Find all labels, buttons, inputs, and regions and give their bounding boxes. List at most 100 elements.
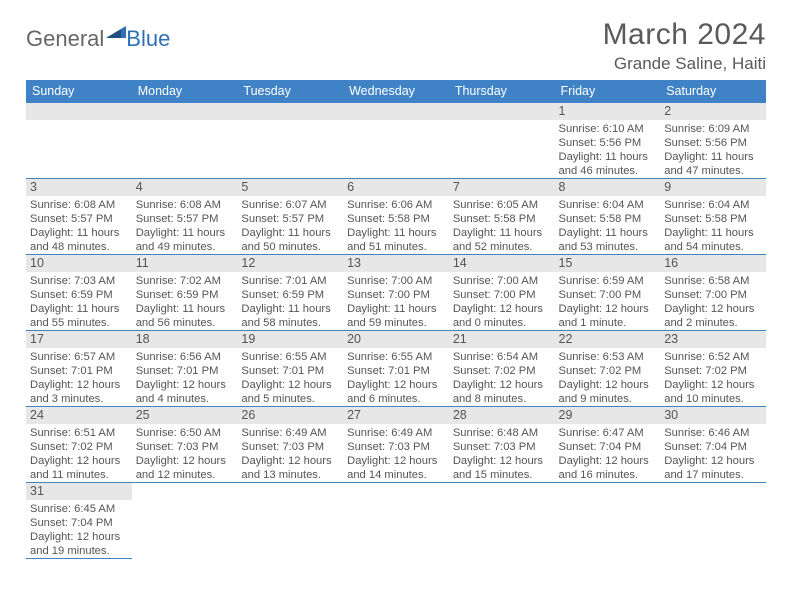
calendar-cell: 9Sunrise: 6:04 AMSunset: 5:58 PMDaylight… (660, 179, 766, 255)
day-number: 13 (343, 255, 449, 272)
day-header: Tuesday (237, 80, 343, 103)
sunrise-text: Sunrise: 6:10 AM (559, 122, 657, 136)
daylight-text: Daylight: 11 hours and 48 minutes. (30, 226, 128, 254)
sunrise-text: Sunrise: 6:49 AM (347, 426, 445, 440)
daylight-text: Daylight: 12 hours and 1 minute. (559, 302, 657, 330)
calendar-cell: 2Sunrise: 6:09 AMSunset: 5:56 PMDaylight… (660, 103, 766, 179)
calendar-cell: 4Sunrise: 6:08 AMSunset: 5:57 PMDaylight… (132, 179, 238, 255)
day-details: Sunrise: 6:07 AMSunset: 5:57 PMDaylight:… (237, 196, 343, 254)
sunrise-text: Sunrise: 7:00 AM (347, 274, 445, 288)
daylight-text: Daylight: 12 hours and 12 minutes. (136, 454, 234, 482)
calendar-cell: 6Sunrise: 6:06 AMSunset: 5:58 PMDaylight… (343, 179, 449, 255)
daylight-text: Daylight: 11 hours and 58 minutes. (241, 302, 339, 330)
calendar-cell: 11Sunrise: 7:02 AMSunset: 6:59 PMDayligh… (132, 255, 238, 331)
day-header-row: Sunday Monday Tuesday Wednesday Thursday… (26, 80, 766, 103)
sunset-text: Sunset: 7:00 PM (347, 288, 445, 302)
sunset-text: Sunset: 5:58 PM (347, 212, 445, 226)
daylight-text: Daylight: 12 hours and 0 minutes. (453, 302, 551, 330)
sunrise-text: Sunrise: 7:03 AM (30, 274, 128, 288)
month-title: March 2024 (603, 18, 766, 52)
daylight-text: Daylight: 11 hours and 53 minutes. (559, 226, 657, 254)
sunrise-text: Sunrise: 6:45 AM (30, 502, 128, 516)
sunset-text: Sunset: 5:57 PM (241, 212, 339, 226)
sunrise-text: Sunrise: 6:09 AM (664, 122, 762, 136)
calendar-cell: 21Sunrise: 6:54 AMSunset: 7:02 PMDayligh… (449, 331, 555, 407)
day-details: Sunrise: 6:08 AMSunset: 5:57 PMDaylight:… (26, 196, 132, 254)
day-details: Sunrise: 6:51 AMSunset: 7:02 PMDaylight:… (26, 424, 132, 482)
daylight-text: Daylight: 12 hours and 4 minutes. (136, 378, 234, 406)
calendar-cell: 3Sunrise: 6:08 AMSunset: 5:57 PMDaylight… (26, 179, 132, 255)
day-number: 1 (555, 103, 661, 120)
logo: General Blue (26, 18, 170, 52)
day-number: 30 (660, 407, 766, 424)
day-details: Sunrise: 6:05 AMSunset: 5:58 PMDaylight:… (449, 196, 555, 254)
day-details: Sunrise: 6:08 AMSunset: 5:57 PMDaylight:… (132, 196, 238, 254)
calendar-cell: 18Sunrise: 6:56 AMSunset: 7:01 PMDayligh… (132, 331, 238, 407)
day-details: Sunrise: 6:59 AMSunset: 7:00 PMDaylight:… (555, 272, 661, 330)
sunset-text: Sunset: 7:01 PM (241, 364, 339, 378)
day-details: Sunrise: 7:02 AMSunset: 6:59 PMDaylight:… (132, 272, 238, 330)
day-details: Sunrise: 6:06 AMSunset: 5:58 PMDaylight:… (343, 196, 449, 254)
day-details: Sunrise: 6:09 AMSunset: 5:56 PMDaylight:… (660, 120, 766, 178)
sunset-text: Sunset: 5:56 PM (559, 136, 657, 150)
day-details: Sunrise: 7:01 AMSunset: 6:59 PMDaylight:… (237, 272, 343, 330)
sunset-text: Sunset: 7:01 PM (30, 364, 128, 378)
day-details: Sunrise: 6:54 AMSunset: 7:02 PMDaylight:… (449, 348, 555, 406)
calendar-table: Sunday Monday Tuesday Wednesday Thursday… (26, 80, 766, 559)
day-number: 3 (26, 179, 132, 196)
sunset-text: Sunset: 7:01 PM (347, 364, 445, 378)
calendar-row: 17Sunrise: 6:57 AMSunset: 7:01 PMDayligh… (26, 331, 766, 407)
day-details: Sunrise: 6:04 AMSunset: 5:58 PMDaylight:… (555, 196, 661, 254)
logo-text-blue: Blue (126, 26, 170, 52)
sunrise-text: Sunrise: 6:54 AM (453, 350, 551, 364)
location: Grande Saline, Haiti (603, 54, 766, 74)
daylight-text: Daylight: 11 hours and 49 minutes. (136, 226, 234, 254)
daylight-text: Daylight: 11 hours and 47 minutes. (664, 150, 762, 178)
day-details: Sunrise: 6:48 AMSunset: 7:03 PMDaylight:… (449, 424, 555, 482)
calendar-cell (343, 103, 449, 179)
daylight-text: Daylight: 12 hours and 8 minutes. (453, 378, 551, 406)
sunset-text: Sunset: 5:58 PM (664, 212, 762, 226)
calendar-cell: 26Sunrise: 6:49 AMSunset: 7:03 PMDayligh… (237, 407, 343, 483)
daylight-text: Daylight: 11 hours and 46 minutes. (559, 150, 657, 178)
sunrise-text: Sunrise: 6:04 AM (664, 198, 762, 212)
sunrise-text: Sunrise: 6:47 AM (559, 426, 657, 440)
calendar-cell (26, 103, 132, 179)
daylight-text: Daylight: 11 hours and 50 minutes. (241, 226, 339, 254)
day-number: 8 (555, 179, 661, 196)
day-details: Sunrise: 6:56 AMSunset: 7:01 PMDaylight:… (132, 348, 238, 406)
day-number: 21 (449, 331, 555, 348)
calendar-cell (449, 483, 555, 559)
day-number: 15 (555, 255, 661, 272)
daylight-text: Daylight: 11 hours and 54 minutes. (664, 226, 762, 254)
sunrise-text: Sunrise: 6:08 AM (136, 198, 234, 212)
calendar-cell (660, 483, 766, 559)
sunrise-text: Sunrise: 6:07 AM (241, 198, 339, 212)
day-number: 28 (449, 407, 555, 424)
sunrise-text: Sunrise: 7:01 AM (241, 274, 339, 288)
day-details: Sunrise: 6:53 AMSunset: 7:02 PMDaylight:… (555, 348, 661, 406)
sunrise-text: Sunrise: 6:59 AM (559, 274, 657, 288)
day-number: 12 (237, 255, 343, 272)
day-details: Sunrise: 7:03 AMSunset: 6:59 PMDaylight:… (26, 272, 132, 330)
day-number: 19 (237, 331, 343, 348)
day-details: Sunrise: 7:00 AMSunset: 7:00 PMDaylight:… (449, 272, 555, 330)
day-number: 4 (132, 179, 238, 196)
calendar-cell: 13Sunrise: 7:00 AMSunset: 7:00 PMDayligh… (343, 255, 449, 331)
calendar-cell (555, 483, 661, 559)
day-number: 2 (660, 103, 766, 120)
header-row: General Blue March 2024 Grande Saline, H… (26, 18, 766, 74)
sunrise-text: Sunrise: 6:06 AM (347, 198, 445, 212)
daylight-text: Daylight: 12 hours and 6 minutes. (347, 378, 445, 406)
sunrise-text: Sunrise: 6:48 AM (453, 426, 551, 440)
daylight-text: Daylight: 12 hours and 13 minutes. (241, 454, 339, 482)
calendar-cell: 25Sunrise: 6:50 AMSunset: 7:03 PMDayligh… (132, 407, 238, 483)
daylight-text: Daylight: 12 hours and 11 minutes. (30, 454, 128, 482)
daylight-text: Daylight: 12 hours and 17 minutes. (664, 454, 762, 482)
sunset-text: Sunset: 5:58 PM (559, 212, 657, 226)
day-number: 22 (555, 331, 661, 348)
sunset-text: Sunset: 7:00 PM (453, 288, 551, 302)
daylight-text: Daylight: 12 hours and 5 minutes. (241, 378, 339, 406)
day-details: Sunrise: 7:00 AMSunset: 7:00 PMDaylight:… (343, 272, 449, 330)
daylight-text: Daylight: 12 hours and 16 minutes. (559, 454, 657, 482)
